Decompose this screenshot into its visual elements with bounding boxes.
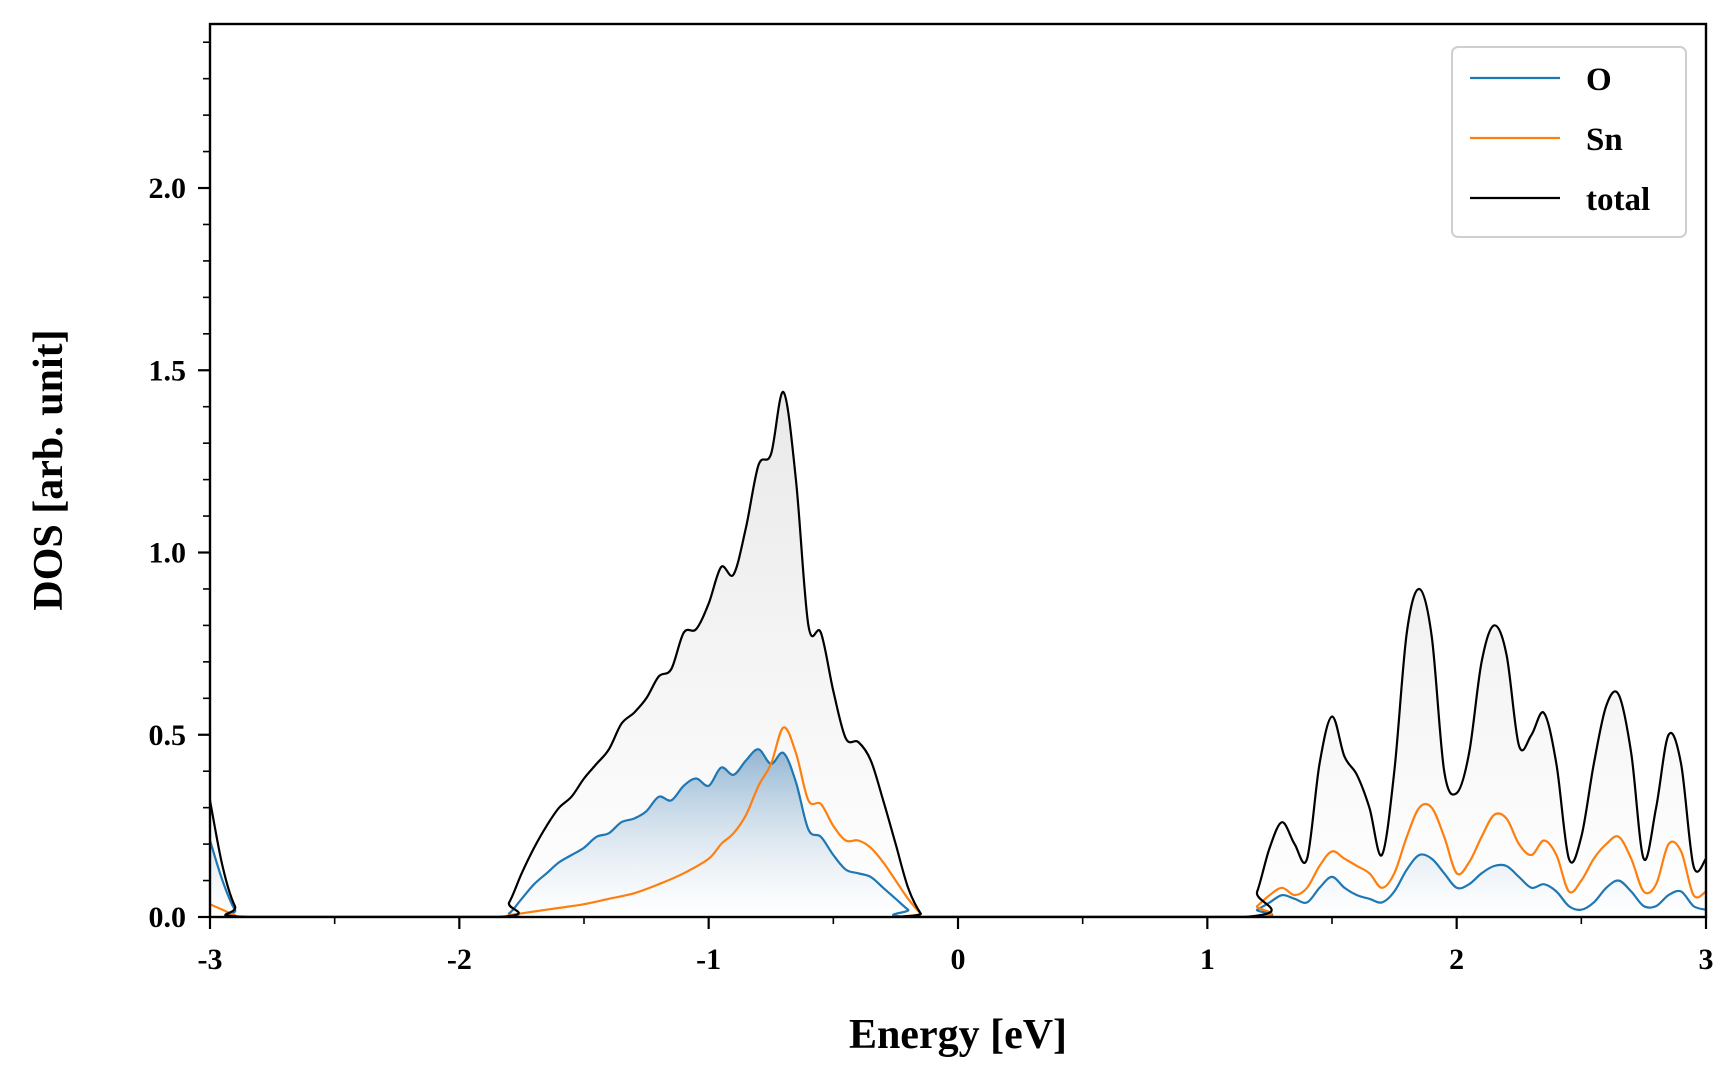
area-fill-total [210,391,1706,917]
legend-label-sn: Sn [1586,122,1623,158]
legend: O Sn total [1451,46,1687,238]
y-tick-label: 2.0 [149,172,187,205]
y-tick-label: 1.0 [149,537,187,570]
x-tick-label: 3 [1699,943,1714,976]
x-tick-label: 1 [1200,943,1215,976]
x-tick-label: 2 [1449,943,1464,976]
x-axis-title: Energy [eV] [849,1012,1067,1058]
legend-box [1451,46,1687,238]
y-tick-label: 1.5 [149,354,187,387]
y-tick-label: 0.0 [149,901,187,934]
x-tick-label: -3 [198,943,223,976]
axis-ticks: -3 -2 -1 0 1 2 3 0.0 0.5 1.0 1.5 2.0 [149,41,1714,976]
x-tick-label: 0 [951,943,966,976]
x-tick-label: -2 [447,943,472,976]
series-lines [210,390,1706,917]
legend-label-o: O [1586,62,1612,98]
legend-label-total: total [1586,182,1650,218]
area-fills [210,391,1706,917]
series-line-sn [210,726,1706,917]
y-axis-title: DOS [arb. unit] [26,329,72,610]
y-tick-label: 0.5 [149,719,187,752]
plot-frame [208,22,1708,919]
area-fill-o [210,749,1706,917]
x-tick-label: -1 [696,943,721,976]
